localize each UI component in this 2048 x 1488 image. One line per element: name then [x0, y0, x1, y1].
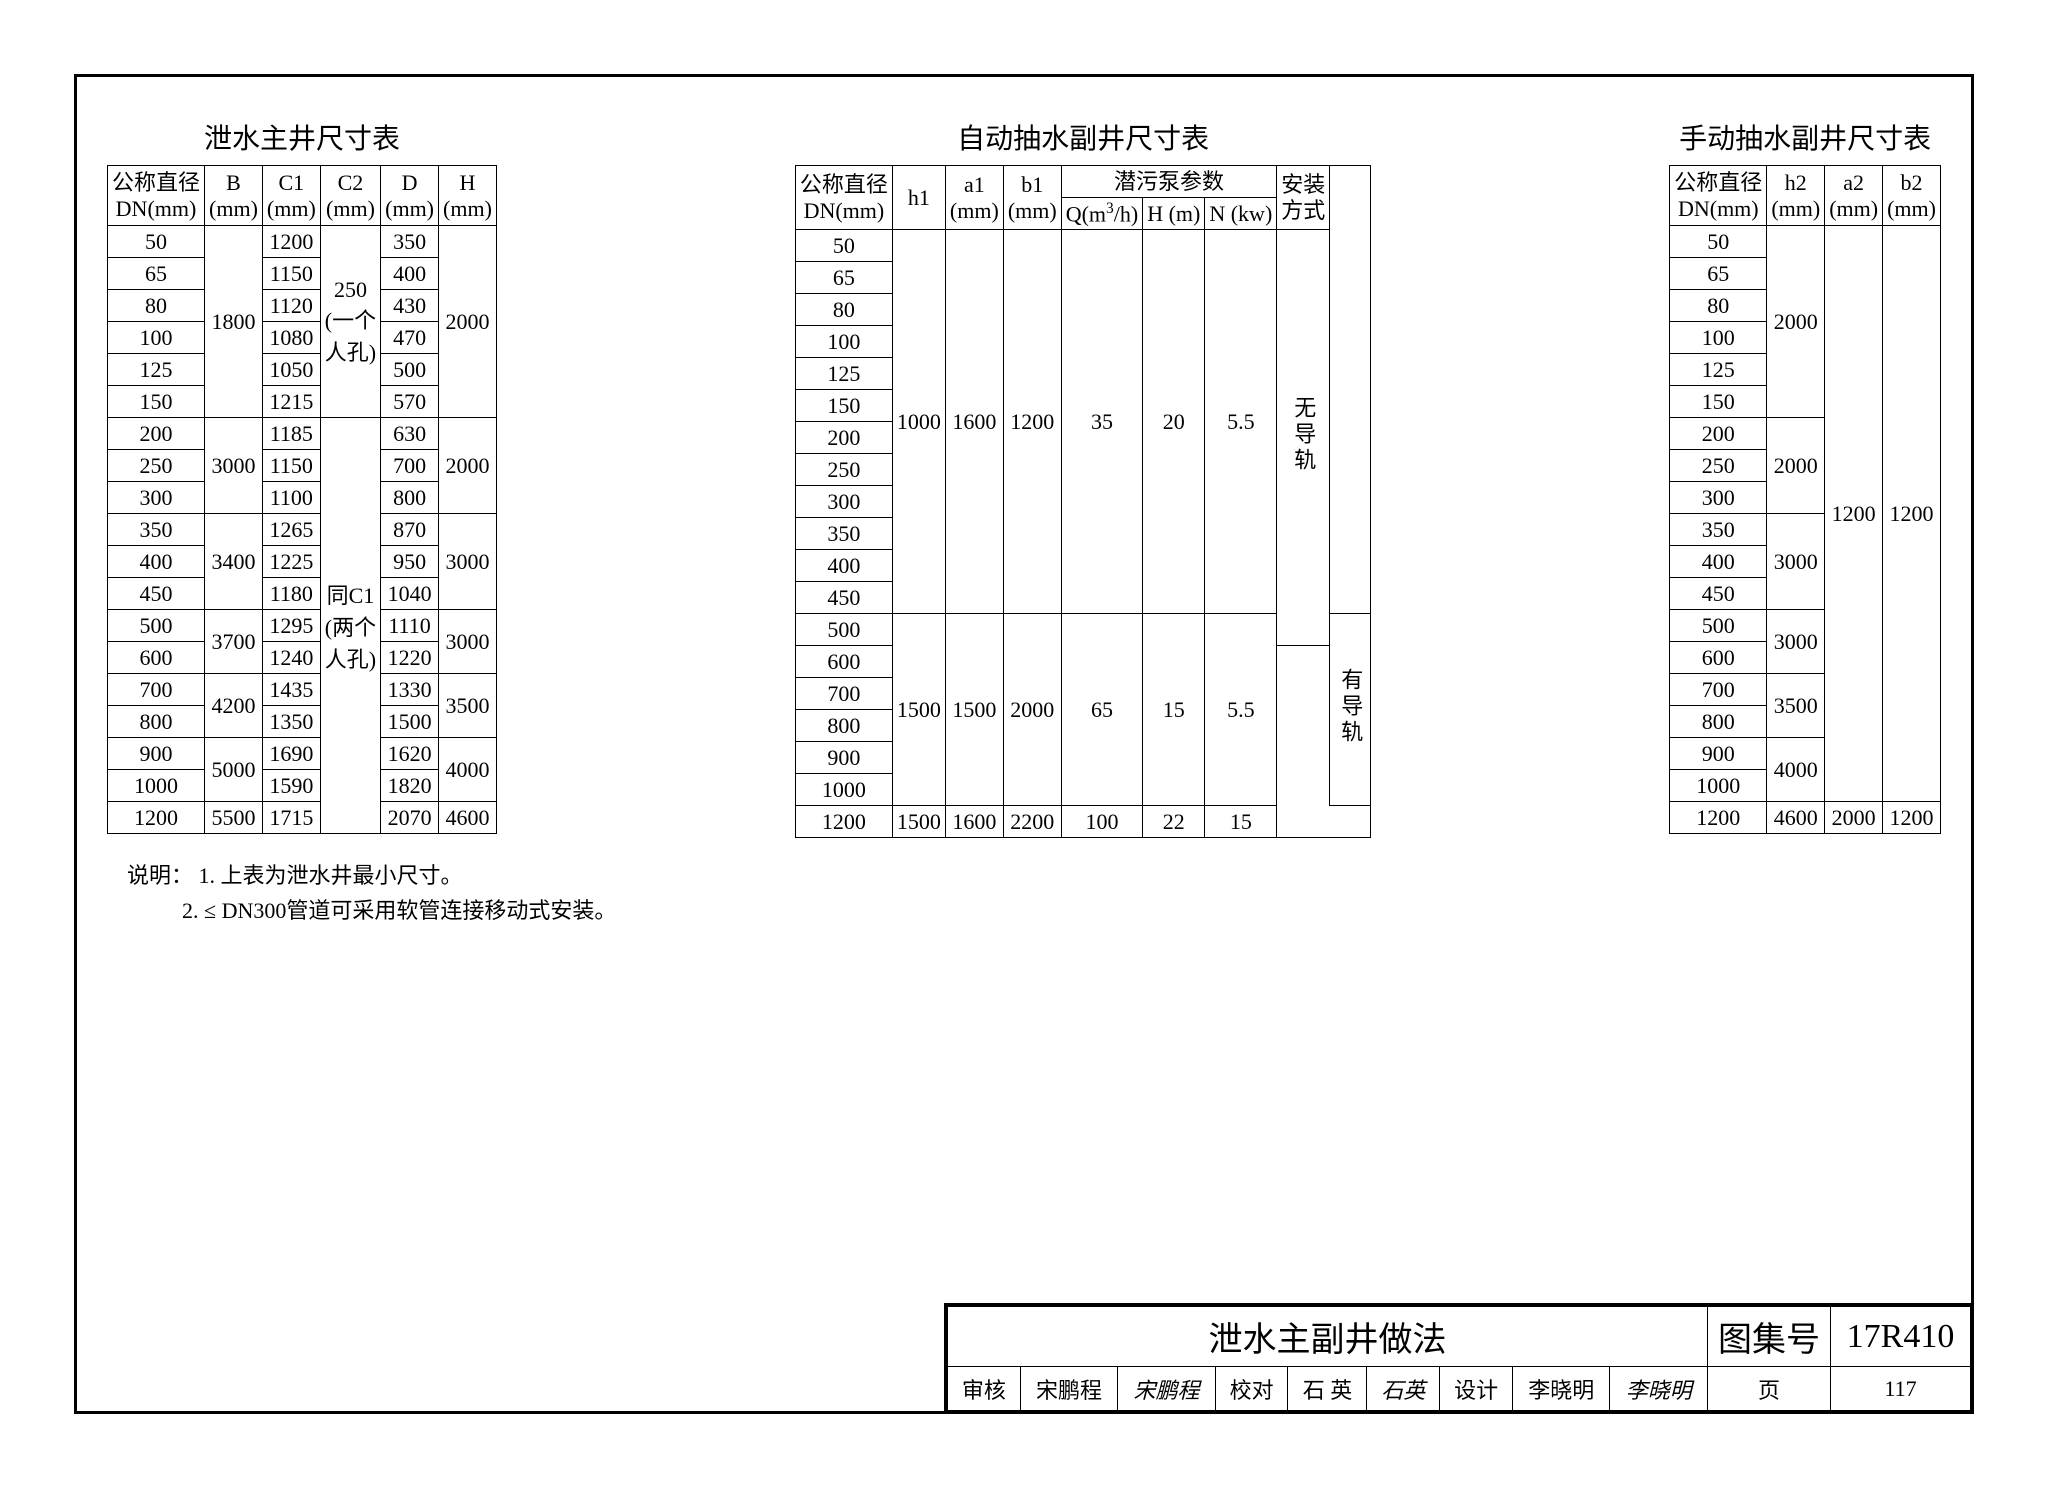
- page-number: 117: [1831, 1367, 1971, 1411]
- notes-lead: 说明：: [127, 863, 193, 888]
- design-label: 设计: [1440, 1367, 1513, 1411]
- atlas-label: 图集号: [1708, 1307, 1831, 1367]
- table3: 公称直径DN(mm)h2(mm)a2(mm)b2(mm)502000120012…: [1669, 165, 1941, 834]
- table3-title: 手动抽水副井尺寸表: [1679, 117, 1931, 157]
- table3-block: 手动抽水副井尺寸表 公称直径DN(mm)h2(mm)a2(mm)b2(mm)50…: [1669, 117, 1941, 838]
- atlas-number: 17R410: [1831, 1307, 1971, 1367]
- notes: 说明： 1. 上表为泄水井最小尺寸。 2. ≤ DN300管道可采用软管连接移动…: [107, 858, 1941, 928]
- check-name: 石 英: [1288, 1367, 1367, 1411]
- title-block: 泄水主副井做法 图集号 17R410 审核 宋鹏程 宋鹏程 校对 石 英 石英 …: [944, 1303, 1974, 1414]
- tables-row: 泄水主井尺寸表 公称直径DN(mm)B(mm)C1(mm)C2(mm)D(mm)…: [107, 117, 1941, 838]
- review-signature: 宋鹏程: [1118, 1367, 1215, 1411]
- table1-title: 泄水主井尺寸表: [204, 117, 400, 157]
- check-label: 校对: [1215, 1367, 1288, 1411]
- page-label: 页: [1708, 1367, 1831, 1411]
- note-2: 2. ≤ DN300管道可采用软管连接移动式安装。: [182, 898, 616, 923]
- drawing-title: 泄水主副井做法: [948, 1307, 1708, 1367]
- check-signature: 石英: [1367, 1367, 1440, 1411]
- design-signature: 李晓明: [1610, 1367, 1708, 1411]
- table2-title: 自动抽水副井尺寸表: [957, 117, 1209, 157]
- note-1: 1. 上表为泄水井最小尺寸。: [199, 863, 463, 888]
- review-name: 宋鹏程: [1020, 1367, 1117, 1411]
- title-block-table: 泄水主副井做法 图集号 17R410 审核 宋鹏程 宋鹏程 校对 石 英 石英 …: [947, 1306, 1971, 1411]
- table2-block: 自动抽水副井尺寸表 公称直径DN(mm)h1a1(mm)b1(mm)潜污泵参数安…: [795, 117, 1371, 838]
- review-label: 审核: [948, 1367, 1021, 1411]
- table2: 公称直径DN(mm)h1a1(mm)b1(mm)潜污泵参数安装方式Q(m3/h)…: [795, 165, 1371, 838]
- drawing-frame: 泄水主井尺寸表 公称直径DN(mm)B(mm)C1(mm)C2(mm)D(mm)…: [74, 74, 1974, 1414]
- design-name: 李晓明: [1513, 1367, 1610, 1411]
- table1-block: 泄水主井尺寸表 公称直径DN(mm)B(mm)C1(mm)C2(mm)D(mm)…: [107, 117, 497, 838]
- table1: 公称直径DN(mm)B(mm)C1(mm)C2(mm)D(mm)H(mm)501…: [107, 165, 497, 834]
